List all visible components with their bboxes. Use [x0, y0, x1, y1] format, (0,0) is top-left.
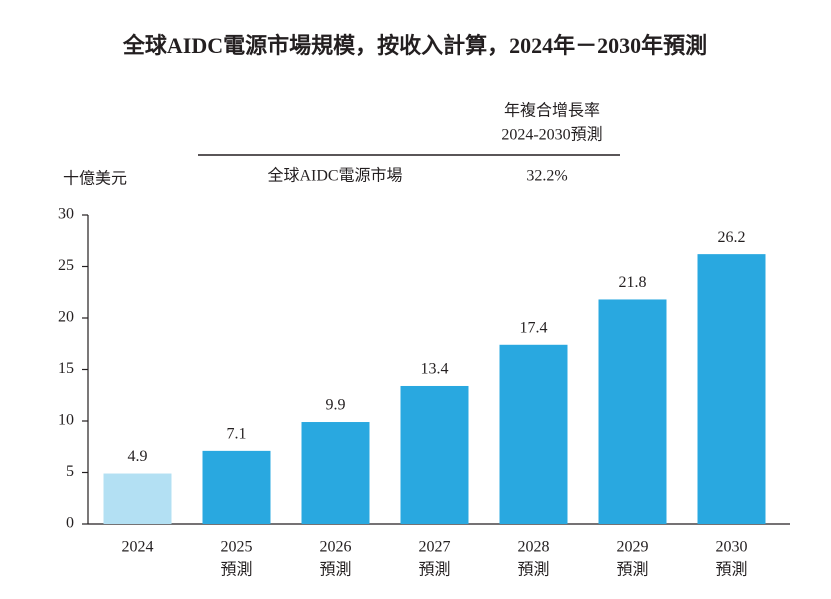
x-tick-label: 預測: [418, 561, 450, 579]
value-label: 13.4: [421, 361, 449, 378]
value-label: 17.4: [520, 319, 548, 336]
value-label: 7.1: [227, 426, 247, 443]
bar: [499, 344, 568, 524]
table-value: 32.2%: [526, 168, 567, 185]
value-label: 9.9: [326, 397, 346, 414]
y-tick-label: 20: [58, 309, 74, 326]
y-axis-label: 十億美元: [63, 170, 127, 188]
x-tick-label: 2030: [716, 539, 748, 556]
y-tick-label: 0: [66, 515, 74, 532]
x-tick-label: 2026: [320, 539, 352, 556]
bar: [400, 385, 469, 524]
bar: [697, 254, 766, 524]
table-header: 年複合增長率: [504, 102, 600, 120]
y-tick-label: 10: [58, 412, 74, 429]
x-tick-label: 預測: [715, 561, 747, 579]
value-label: 4.9: [128, 448, 148, 465]
bar: [202, 450, 271, 524]
x-tick-label: 預測: [220, 561, 252, 579]
x-tick-label: 2024: [122, 539, 154, 556]
table-row-label: 全球AIDC電源市場: [267, 167, 402, 185]
table-header: 2024-2030預測: [501, 126, 602, 144]
x-tick-label: 2025: [221, 539, 253, 556]
x-tick-label: 2027: [419, 539, 451, 556]
x-tick-label: 預測: [616, 561, 648, 579]
value-label: 26.2: [718, 229, 746, 246]
y-tick-label: 5: [66, 463, 74, 480]
x-tick-label: 預測: [319, 561, 351, 579]
bar: [301, 422, 370, 524]
y-tick-label: 30: [58, 206, 74, 223]
x-tick-label: 預測: [517, 561, 549, 579]
y-tick-label: 15: [58, 360, 74, 377]
x-tick-label: 2029: [617, 539, 649, 556]
value-label: 21.8: [619, 274, 647, 291]
bar: [598, 299, 667, 524]
y-tick-label: 25: [58, 257, 74, 274]
bar: [103, 473, 172, 524]
chart-title: 全球AIDC電源市場規模，按收入計算，2024年－2030年預測: [122, 33, 707, 58]
x-tick-label: 2028: [518, 539, 550, 556]
